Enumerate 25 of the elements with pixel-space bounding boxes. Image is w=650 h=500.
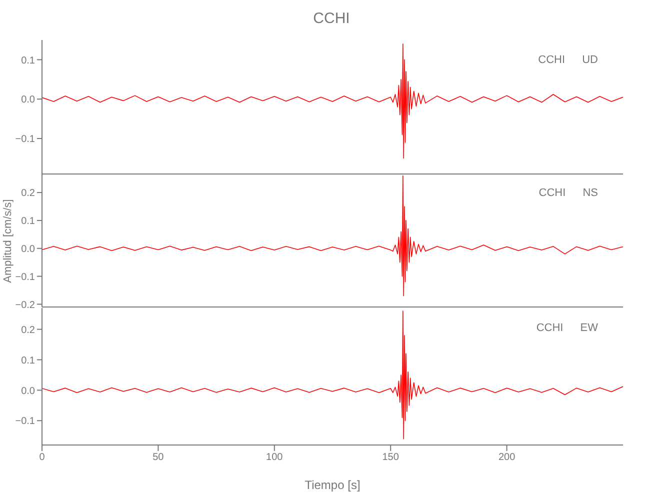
x-tick-label: 150	[382, 452, 400, 464]
y-tick-label: 0.2	[21, 324, 36, 336]
x-tick-label: 0	[39, 452, 46, 464]
annotation: CCHI EW	[536, 322, 598, 334]
x-axis-title: Tiempo [s]	[304, 478, 360, 492]
y-tick-label: 0.1	[21, 355, 36, 366]
y-tick-label: −0.1	[15, 134, 36, 146]
y-tick-label: 0.2	[21, 188, 36, 200]
y-tick-label: −0.2	[15, 300, 36, 311]
y-tick-label: 0.0	[21, 94, 36, 106]
y-axis-title: Amplitud [cm/s/s]	[2, 198, 14, 282]
y-tick-label: 0.1	[21, 55, 36, 66]
x-tick-label: 100	[266, 452, 284, 464]
line-series	[42, 44, 623, 159]
annotation: CCHI UD	[538, 54, 598, 66]
y-tick-label: 0.0	[21, 244, 36, 255]
x-tick-label: 200	[498, 452, 516, 464]
x-tick-label: 50	[152, 452, 164, 464]
y-tick-label: 0.0	[21, 386, 36, 397]
y-tick-label: −0.1	[15, 272, 36, 283]
chart-title: CCHI	[312, 10, 351, 27]
line-series	[42, 310, 623, 440]
y-tick-label: 0.1	[21, 216, 36, 228]
y-tick-label: −0.1	[15, 416, 36, 428]
annotation: CCHI NS	[538, 187, 598, 199]
